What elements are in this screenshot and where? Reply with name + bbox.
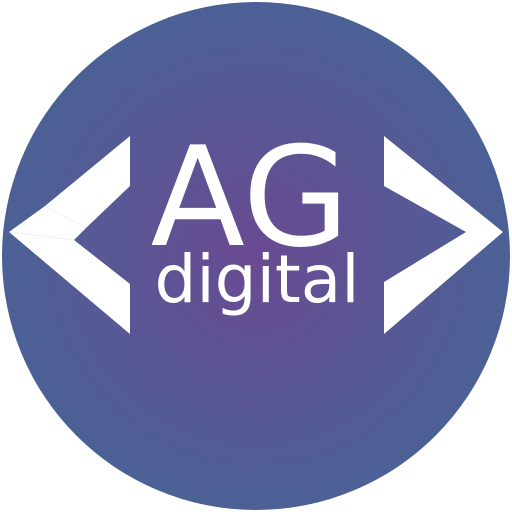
chevron-left-icon bbox=[9, 136, 130, 334]
chevron-right-icon bbox=[384, 136, 503, 334]
logo-monogram: AG bbox=[151, 117, 350, 278]
logo-wordmark: digital bbox=[154, 241, 359, 318]
